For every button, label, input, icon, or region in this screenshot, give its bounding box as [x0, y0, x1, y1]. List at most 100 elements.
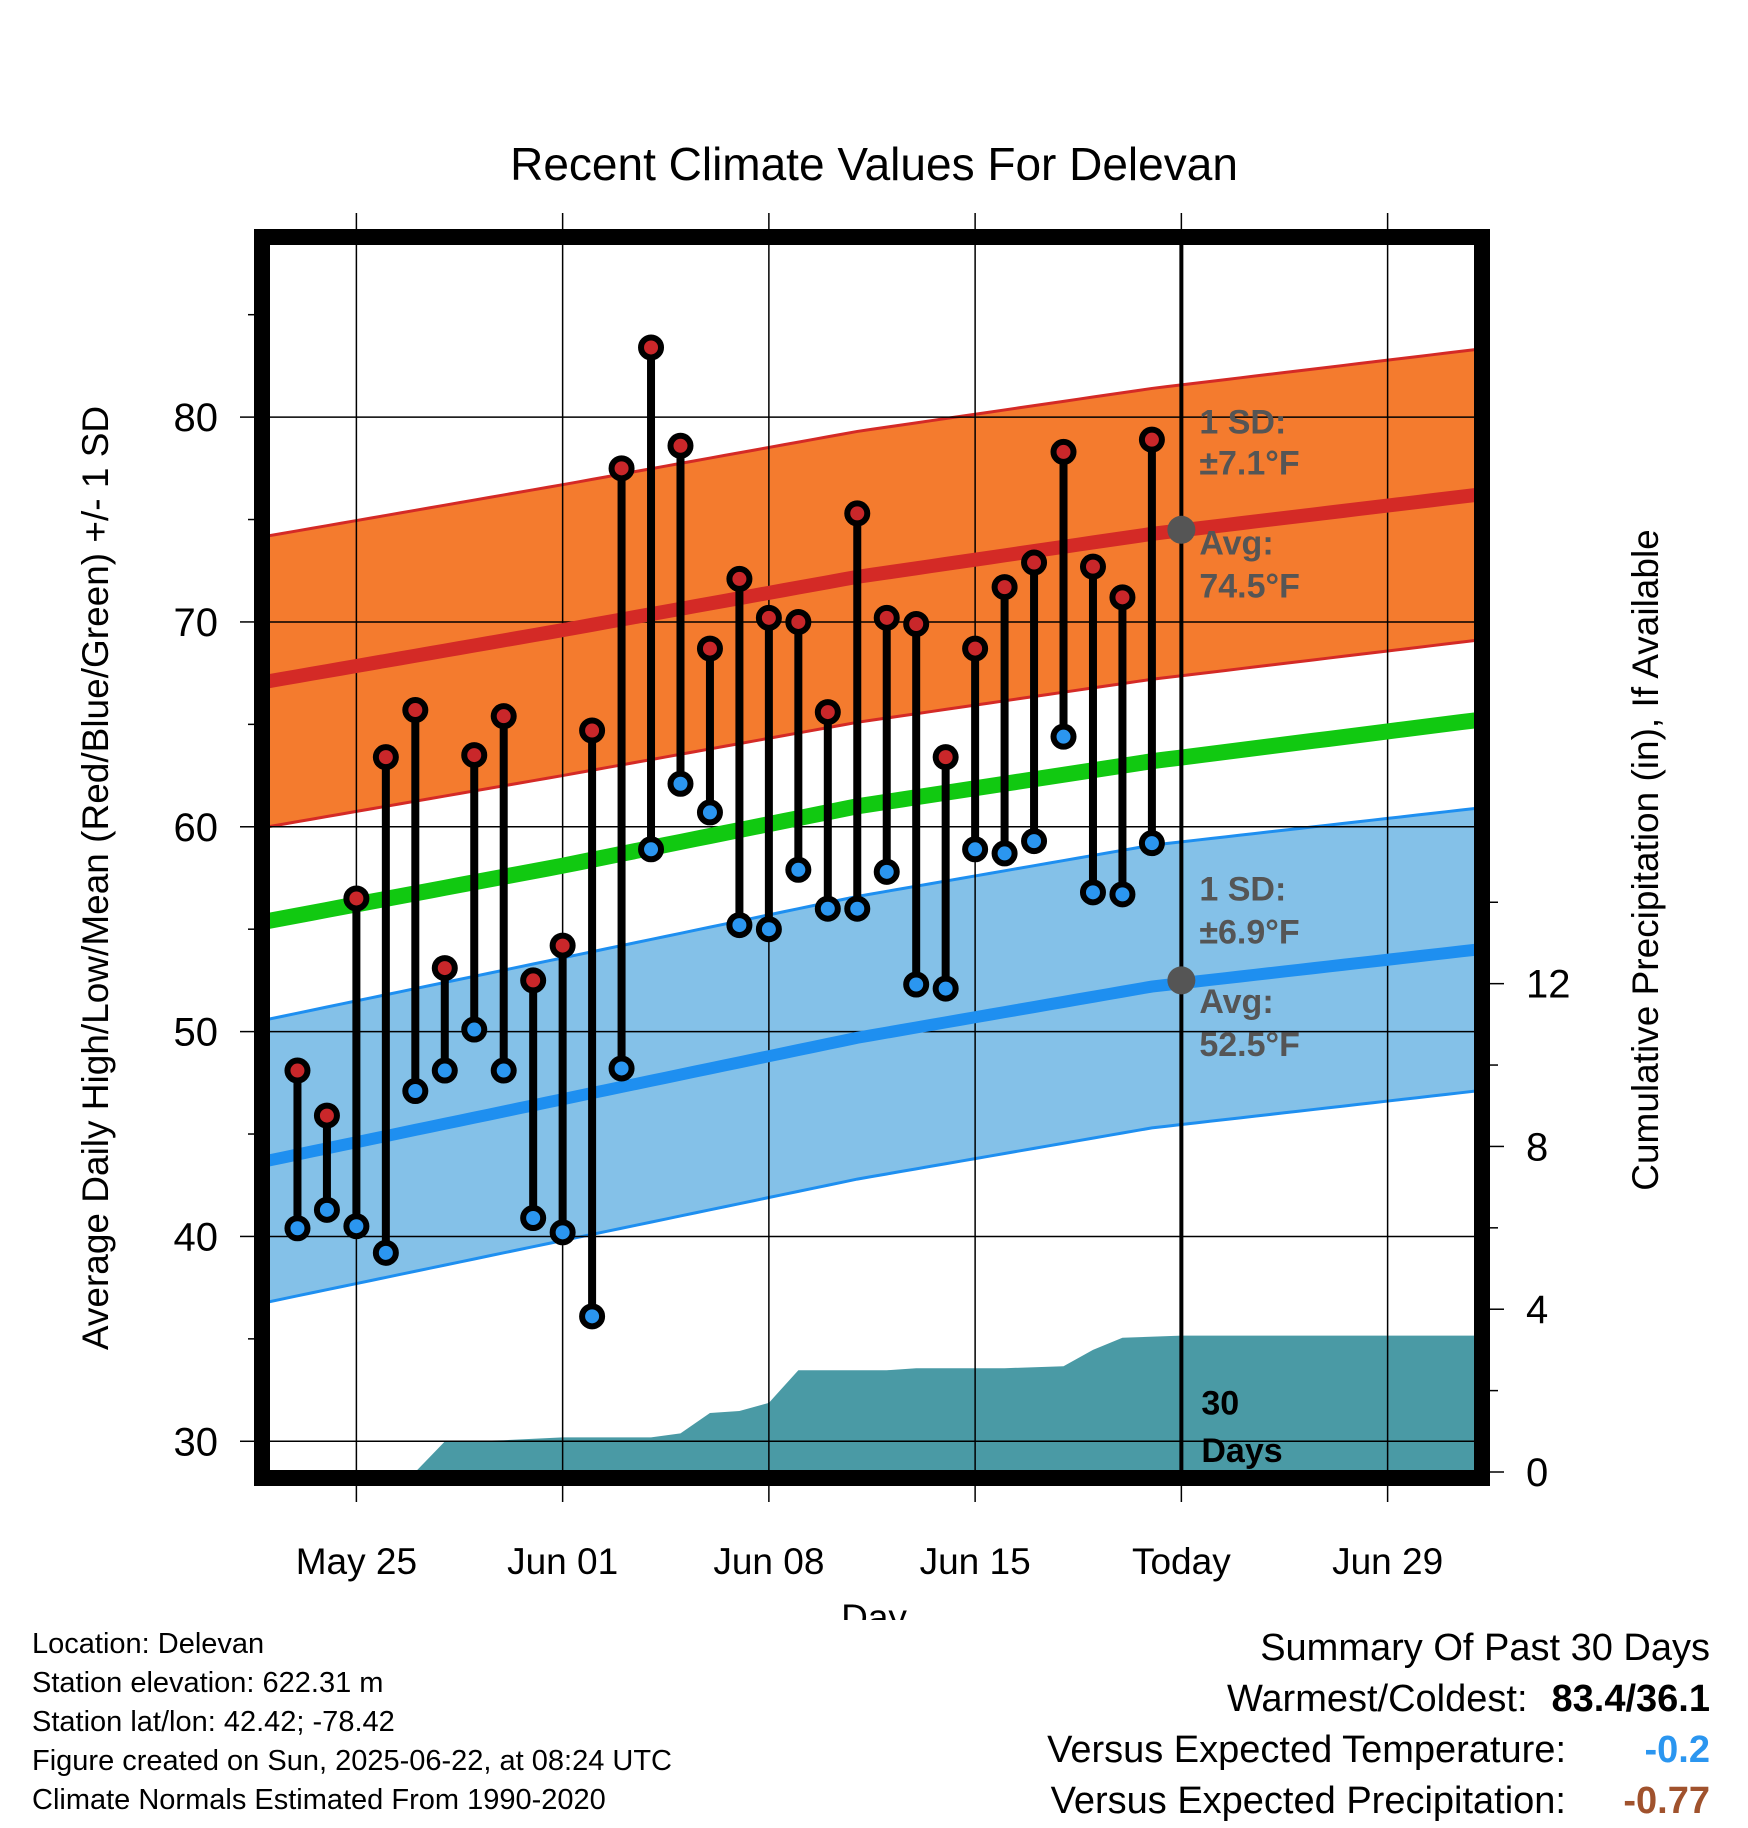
- today-high-avg-marker: [1167, 515, 1196, 544]
- daily-low-point: [814, 895, 841, 922]
- low-sd-label: 1 SD:: [1199, 871, 1286, 909]
- daily-high-point: [1021, 549, 1048, 576]
- y-tick-label: 30: [174, 1420, 219, 1464]
- daily-low-point: [1021, 828, 1048, 855]
- daily-high-point: [991, 574, 1018, 601]
- daily-low-point: [461, 1016, 488, 1043]
- summary-title: Summary Of Past 30 Days: [1260, 1627, 1710, 1669]
- chart-title: Recent Climate Values For Delevan: [510, 138, 1238, 190]
- latlon-text: Station lat/lon: 42.42; -78.42: [32, 1706, 395, 1738]
- precip-departure-value: -0.77: [1623, 1780, 1710, 1822]
- y-tick-label: 80: [174, 396, 219, 440]
- low-sd-value: ±6.9°F: [1199, 914, 1299, 952]
- daily-high-point: [814, 699, 841, 726]
- daily-low-point: [638, 836, 665, 863]
- daily-high-point: [343, 885, 370, 912]
- daily-low-point: [608, 1055, 635, 1082]
- x-tick-label: Today: [1132, 1541, 1231, 1582]
- daily-high-point: [490, 703, 517, 730]
- high-avg-value: 74.5°F: [1199, 567, 1300, 605]
- daily-high-point: [667, 432, 694, 459]
- high-sd-label: 1 SD:: [1199, 403, 1286, 441]
- daily-low-point: [755, 916, 782, 943]
- daily-low-point: [402, 1078, 429, 1105]
- daily-low-point: [696, 799, 723, 826]
- x-tick-label: Jun 15: [920, 1541, 1031, 1582]
- daily-low-point: [579, 1303, 606, 1330]
- daily-high-point: [1050, 438, 1077, 465]
- x-axis-label: Day: [841, 1597, 907, 1620]
- daily-high-point: [962, 635, 989, 662]
- y-tick-label: 70: [174, 601, 219, 645]
- high-sd-value: ±7.1°F: [1199, 444, 1299, 482]
- days-label-number: 30: [1201, 1385, 1239, 1423]
- daily-high-point: [873, 604, 900, 631]
- y-axis-label: Average Daily High/Low/Mean (Red/Blue/Gr…: [75, 406, 116, 1350]
- today-low-avg-marker: [1167, 966, 1196, 995]
- warm-cold-row: Warmest/Coldest: 83.4/36.1: [1047, 1674, 1710, 1725]
- daily-low-point: [903, 971, 930, 998]
- climate-chart: Recent Climate Values For Delevan 1 SD:±…: [75, 138, 1666, 1620]
- precip-departure-label: Versus Expected Precipitation:: [1050, 1780, 1566, 1822]
- daily-high-point: [520, 967, 547, 994]
- x-tick-label: Jun 29: [1332, 1541, 1443, 1582]
- daily-low-point: [1109, 881, 1136, 908]
- low-avg-value: 52.5°F: [1199, 1026, 1300, 1064]
- daily-high-point: [284, 1057, 311, 1084]
- y2-tick-label: 12: [1526, 963, 1571, 1007]
- station-metadata: Location: Delevan Station elevation: 622…: [32, 1625, 672, 1820]
- daily-low-point: [844, 895, 871, 922]
- daily-high-point: [903, 610, 930, 637]
- daily-low-point: [520, 1205, 547, 1232]
- daily-high-point: [372, 744, 399, 771]
- daily-high-point: [1109, 584, 1136, 611]
- low-sd-band: [268, 808, 1476, 1302]
- x-tick-label: Jun 08: [713, 1541, 824, 1582]
- daily-low-point: [343, 1213, 370, 1240]
- daily-low-point: [726, 912, 753, 939]
- y2-tick-label: 0: [1526, 1451, 1548, 1495]
- daily-low-point: [1138, 830, 1165, 857]
- y2-axis-label: Cumulative Precipitation (in), If Availa…: [1625, 529, 1666, 1191]
- daily-high-point: [1138, 426, 1165, 453]
- summary-panel: Summary Of Past 30 Days Warmest/Coldest:…: [1047, 1623, 1710, 1827]
- daily-high-point: [785, 608, 812, 635]
- normal-low-line: [268, 943, 1476, 1167]
- daily-low-point: [490, 1057, 517, 1084]
- daily-high-point: [549, 932, 576, 959]
- high-avg-label: Avg:: [1199, 524, 1273, 562]
- daily-high-point: [431, 955, 458, 982]
- warm-cold-label: Warmest/Coldest:: [1226, 1678, 1528, 1720]
- location-text: Location: Delevan: [32, 1628, 265, 1660]
- daily-low-point: [1079, 879, 1106, 906]
- precip-departure-row: Versus Expected Precipitation: -0.77: [1047, 1776, 1710, 1827]
- low-avg-label: Avg:: [1199, 983, 1273, 1021]
- daily-low-point: [873, 858, 900, 885]
- daily-low-point: [284, 1215, 311, 1242]
- daily-low-point: [932, 975, 959, 1002]
- y-tick-label: 40: [174, 1215, 219, 1259]
- daily-high-point: [726, 565, 753, 592]
- warm-cold-value: 83.4/36.1: [1551, 1678, 1710, 1720]
- x-tick-label: Jun 01: [507, 1541, 618, 1582]
- daily-high-point: [1079, 553, 1106, 580]
- daily-low-point: [313, 1196, 340, 1223]
- y-tick-label: 60: [174, 806, 219, 850]
- daily-high-point: [638, 334, 665, 361]
- plot-clipped: [268, 243, 1476, 1472]
- precip-area: [268, 1335, 1476, 1472]
- plot-frame: [254, 229, 1490, 1486]
- y2-tick-label: 8: [1526, 1125, 1548, 1169]
- daily-low-point: [785, 856, 812, 883]
- daily-high-point: [696, 635, 723, 662]
- y2-tick-label: 4: [1526, 1288, 1548, 1332]
- temp-departure-label: Versus Expected Temperature:: [1047, 1729, 1566, 1771]
- high-sd-band-lower-edge: [268, 638, 1476, 829]
- normal-high-line: [268, 487, 1476, 689]
- high-sd-band-upper-edge: [268, 348, 1476, 538]
- daily-high-point: [932, 744, 959, 771]
- normals-text: Climate Normals Estimated From 1990-2020: [32, 1784, 606, 1816]
- daily-high-point: [402, 697, 429, 724]
- temp-departure-value: -0.2: [1644, 1729, 1710, 1771]
